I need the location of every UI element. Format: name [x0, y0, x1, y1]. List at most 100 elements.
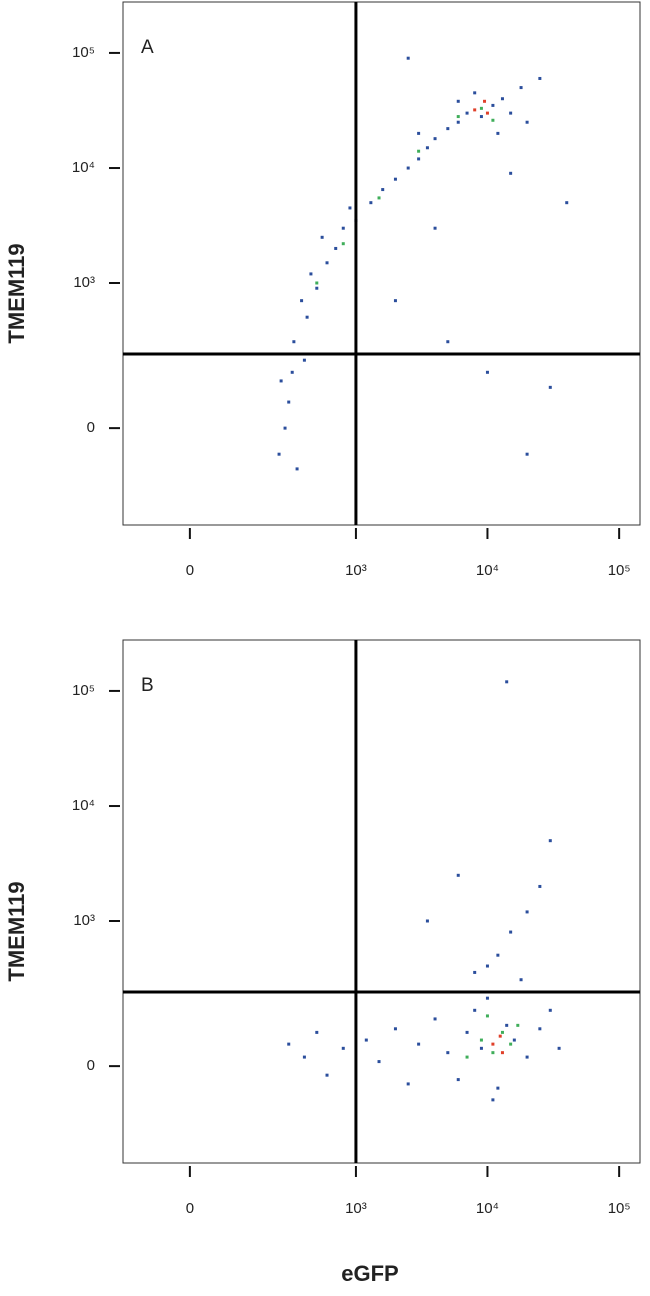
event-dot: [525, 452, 529, 456]
event-dot: [425, 146, 429, 150]
event-dot: [377, 196, 381, 200]
event-dot: [538, 76, 542, 80]
event-dot: [509, 1042, 513, 1046]
event-dot: [491, 118, 495, 122]
event-dot: [485, 996, 489, 1000]
event-dot: [446, 127, 450, 131]
x-tick-label: 10⁵: [608, 562, 631, 579]
y-tick-label: 0: [87, 1057, 95, 1074]
event-dot: [519, 86, 523, 90]
event-dot: [433, 137, 437, 141]
y-tick-label: 10³: [73, 274, 95, 291]
event-dot: [364, 1038, 368, 1042]
event-dot: [417, 131, 421, 135]
x-tick-label: 0: [186, 562, 194, 579]
event-dot: [277, 452, 281, 456]
event-dot: [519, 978, 523, 982]
x-tick-label: 10³: [345, 1200, 367, 1217]
event-dot: [525, 910, 529, 914]
event-dot: [325, 261, 329, 265]
panel-label: A: [141, 37, 154, 58]
event-dot: [290, 370, 294, 374]
event-dot: [279, 379, 283, 383]
event-dot: [393, 177, 397, 181]
event-dot: [525, 1055, 529, 1059]
event-dot: [479, 1038, 483, 1042]
x-tick-label: 10⁴: [476, 1200, 499, 1217]
plot-frame: [122, 639, 641, 1164]
event-dot: [406, 56, 410, 60]
event-dot: [456, 115, 460, 119]
event-dot: [315, 286, 319, 290]
event-dot: [496, 1086, 500, 1090]
event-dot: [500, 1051, 504, 1055]
event-dot: [302, 358, 306, 362]
event-dot: [479, 106, 483, 110]
event-dot: [485, 111, 489, 115]
event-dot: [465, 1055, 469, 1059]
event-dot: [557, 1046, 561, 1050]
event-dot: [548, 1008, 552, 1012]
event-dot: [302, 1055, 306, 1059]
y-tick-label: 10⁵: [72, 44, 95, 61]
event-dot: [406, 1082, 410, 1086]
event-dot: [565, 201, 569, 205]
event-dot: [491, 1051, 495, 1055]
event-dot: [512, 1038, 516, 1042]
event-dot: [538, 884, 542, 888]
event-dot: [509, 111, 513, 115]
y-tick-label: 10³: [73, 912, 95, 929]
x-tick-label: 0: [186, 1200, 194, 1217]
event-dot: [433, 1017, 437, 1021]
event-dot: [393, 299, 397, 303]
event-dot: [485, 1014, 489, 1018]
event-dot: [500, 1030, 504, 1034]
x-tick-label: 10⁵: [608, 1200, 631, 1217]
event-dot: [295, 467, 299, 471]
event-dot: [446, 1051, 450, 1055]
event-dot: [548, 839, 552, 843]
event-dot: [538, 1027, 542, 1031]
event-dot: [479, 1046, 483, 1050]
event-dot: [348, 206, 352, 210]
event-dot: [473, 108, 477, 112]
event-dot: [456, 1078, 460, 1082]
event-dot: [369, 201, 373, 205]
event-dot: [393, 1027, 397, 1031]
event-dot: [509, 930, 513, 934]
event-dot: [505, 1023, 509, 1027]
event-dot: [287, 1042, 291, 1046]
plot-frame: [122, 1, 641, 526]
event-dot: [473, 91, 477, 95]
event-dot: [292, 340, 296, 344]
event-dot: [473, 970, 477, 974]
event-dot: [325, 1073, 329, 1077]
event-dot: [341, 226, 345, 230]
event-dot: [465, 111, 469, 115]
x-tick-label: 10⁴: [476, 562, 499, 579]
event-dot: [417, 157, 421, 161]
event-dot: [283, 426, 287, 430]
event-dot: [446, 340, 450, 344]
event-dot: [287, 400, 291, 404]
event-dot: [496, 953, 500, 957]
event-dot: [341, 1046, 345, 1050]
event-dot: [465, 1030, 469, 1034]
event-dot: [300, 299, 304, 303]
event-dot: [516, 1023, 520, 1027]
event-dot: [491, 1098, 495, 1102]
event-dot: [491, 1042, 495, 1046]
event-dot: [479, 115, 483, 119]
event-dot: [417, 149, 421, 153]
event-dot: [548, 385, 552, 389]
event-dot: [485, 964, 489, 968]
event-dot: [491, 103, 495, 107]
event-dot: [309, 272, 313, 276]
y-tick-label: 10⁴: [72, 159, 95, 176]
event-dot: [509, 171, 513, 175]
x-tick-label: 10³: [345, 562, 367, 579]
event-dot: [406, 166, 410, 170]
event-dot: [334, 246, 338, 250]
event-dot: [315, 281, 319, 285]
